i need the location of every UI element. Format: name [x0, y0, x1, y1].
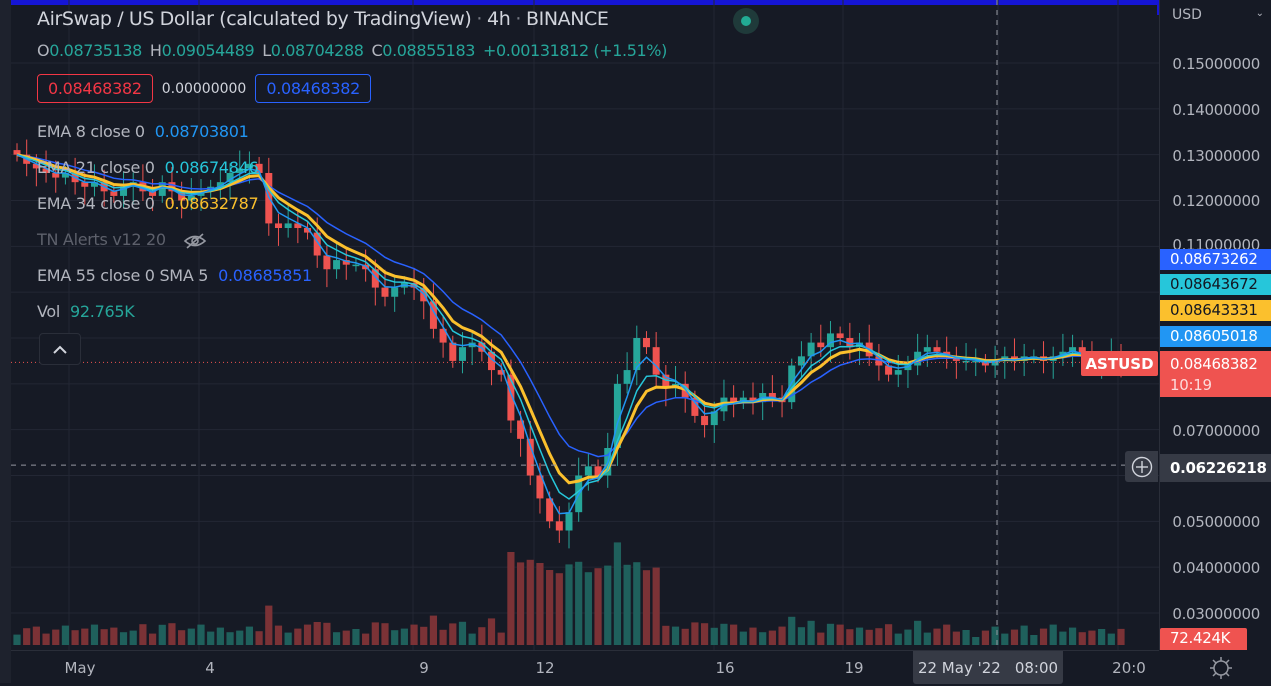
symbol-title[interactable]: AirSwap / US Dollar (calculated by Tradi… — [37, 8, 609, 30]
ohlc-values: O0.08735138 H0.09054489 L0.08704288 C0.0885… — [37, 41, 667, 60]
time-label: 4 — [205, 659, 215, 677]
indicator-ema34[interactable]: EMA 34 close 0 0.08632787 — [37, 194, 259, 213]
time-label: 12 — [535, 659, 555, 677]
candlestick-chart[interactable] — [11, 0, 1159, 650]
price-tick: 0.07000000 — [1172, 422, 1260, 440]
symbol-name[interactable]: AirSwap / US Dollar (calculated by Tradi… — [37, 8, 472, 30]
settings-button[interactable] — [1208, 655, 1234, 681]
buy-sell-panel: 0.08468382 0.00000000 0.08468382 — [37, 74, 372, 103]
ema21-price-label: 0.08643672 — [1160, 274, 1271, 295]
open-value: 0.08735138 — [49, 41, 142, 60]
indicator-volume[interactable]: Vol 92.765K — [37, 302, 135, 321]
low-value: 0.08704288 — [270, 41, 364, 60]
currency-label[interactable]: USD — [1172, 7, 1202, 23]
indicator-ema55[interactable]: EMA 55 close 0 SMA 5 0.08685851 — [37, 266, 312, 285]
price-tick: 0.13000000 — [1172, 147, 1260, 165]
chevron-up-icon — [53, 345, 67, 354]
ema55-price-label: 0.08673262 — [1160, 249, 1271, 270]
add-alert-button[interactable] — [1125, 451, 1158, 482]
active-pane-highlight — [0, 0, 1160, 5]
eye-off-icon[interactable] — [183, 232, 207, 250]
last-price-value: 0.08468382 — [1170, 355, 1258, 373]
price-tick: 0.03000000 — [1172, 605, 1260, 623]
collapse-legend-button[interactable] — [39, 333, 81, 365]
chart-pane[interactable]: AirSwap / US Dollar (calculated by Tradi… — [11, 0, 1159, 650]
left-toolbar-edge — [0, 0, 11, 683]
price-tick: 0.04000000 — [1172, 559, 1260, 577]
symbol-tag: ASTUSD — [1081, 351, 1158, 376]
time-label: 19 — [844, 659, 864, 677]
time-label: May — [64, 659, 96, 677]
price-tick: 0.14000000 — [1172, 101, 1260, 119]
price-tick: 0.12000000 — [1172, 192, 1260, 210]
indicator-ema21[interactable]: EMA 21 close 0 0.08674846 — [37, 158, 259, 177]
sell-button[interactable]: 0.08468382 — [37, 74, 153, 103]
interval[interactable]: 4h — [487, 8, 511, 30]
last-price-label: 0.08468382 10:19 — [1160, 351, 1271, 397]
price-tick: 0.05000000 — [1172, 513, 1260, 531]
time-label: 20:0 — [1112, 659, 1146, 677]
crosshair-time-label: 22 May '22 08:00 — [913, 651, 1063, 684]
bar-countdown: 10:19 — [1170, 376, 1212, 394]
high-value: 0.09054489 — [161, 41, 255, 60]
time-axis[interactable]: May 4 9 12 16 19 22 May '22 08:00 20:0 — [11, 650, 1159, 684]
price-tick: 0.15000000 — [1172, 55, 1260, 73]
time-label: 9 — [419, 659, 429, 677]
market-open-dot-icon[interactable] — [733, 8, 759, 34]
chevron-down-icon[interactable]: ⌄ — [1255, 8, 1264, 19]
ema34-price-label: 0.08643331 — [1160, 300, 1271, 321]
gear-icon — [1210, 657, 1232, 679]
buy-button[interactable]: 0.08468382 — [255, 74, 372, 103]
indicator-ema8[interactable]: EMA 8 close 0 0.08703801 — [37, 122, 249, 141]
exchange: BINANCE — [526, 8, 609, 30]
ema8-price-label: 0.08605018 — [1160, 326, 1271, 347]
crosshair-price-label: 0.06226218 — [1160, 454, 1271, 482]
spread-value: 0.00000000 — [161, 80, 247, 97]
plus-circle-icon — [1131, 456, 1152, 477]
time-label: 16 — [715, 659, 735, 677]
change-value: +0.00131812 (+1.51%) — [483, 41, 667, 60]
indicator-tn-alerts[interactable]: TN Alerts v12 20 — [37, 230, 207, 250]
volume-label: 72.424K — [1160, 628, 1247, 650]
close-value: 0.08855183 — [382, 41, 476, 60]
price-axis[interactable]: USD ⌄ 0.15000000 0.14000000 0.13000000 0… — [1159, 0, 1271, 650]
